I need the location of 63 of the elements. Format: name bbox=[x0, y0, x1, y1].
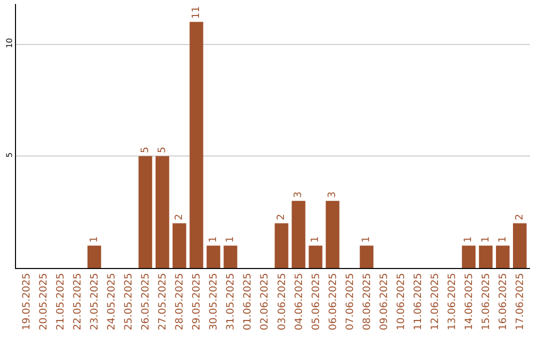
data-label: 1 bbox=[463, 236, 474, 243]
bar bbox=[206, 246, 220, 268]
x-tick-label: 31.05.2025 bbox=[226, 273, 237, 330]
y-tick-label: 10 bbox=[4, 38, 14, 48]
x-tick-label: 07.06.2025 bbox=[344, 273, 356, 330]
bar bbox=[478, 246, 493, 268]
x-tick-label: 21.05.2025 bbox=[56, 273, 66, 330]
x-tick-label: 29.05.2025 bbox=[192, 273, 203, 330]
data-label: 2 bbox=[174, 214, 185, 220]
data-label: 1 bbox=[497, 236, 508, 243]
bar bbox=[224, 246, 238, 268]
x-tick-label: 16.06.2025 bbox=[498, 273, 510, 330]
x-tick-label: 26.05.2025 bbox=[140, 273, 152, 330]
x-tick-label: 06.06.2025 bbox=[328, 273, 339, 330]
x-tick-label: 17.06.2025 bbox=[515, 273, 526, 330]
x-tick-label: 30.05.2025 bbox=[208, 273, 220, 330]
x-tick-label: 08.06.2025 bbox=[362, 273, 373, 330]
data-label: 1 bbox=[310, 236, 322, 243]
bar bbox=[360, 246, 374, 268]
bar bbox=[462, 246, 476, 268]
x-tick-label: 13.06.2025 bbox=[446, 273, 458, 330]
x-tick-label: 11.06.2025 bbox=[412, 273, 424, 330]
bar bbox=[156, 156, 170, 268]
data-label: 2 bbox=[514, 214, 526, 220]
x-tick-label: 24.05.2025 bbox=[106, 273, 118, 330]
x-tick-label: 20.05.2025 bbox=[38, 273, 50, 330]
data-label: 1 bbox=[480, 236, 492, 243]
bar bbox=[87, 246, 102, 268]
data-label: 1 bbox=[88, 236, 100, 243]
data-label: 5 bbox=[140, 146, 151, 154]
x-tick-label: 09.06.2025 bbox=[378, 273, 390, 330]
x-tick-label: 05.06.2025 bbox=[310, 273, 322, 330]
x-tick-label: 23.05.2025 bbox=[90, 273, 101, 330]
x-tick-label: 03.06.2025 bbox=[276, 273, 288, 330]
bar bbox=[172, 223, 186, 268]
data-label: 1 bbox=[208, 236, 219, 243]
bar bbox=[190, 22, 204, 268]
x-tick-label: 25.05.2025 bbox=[124, 273, 135, 330]
data-label: 5 bbox=[156, 146, 168, 154]
x-tick-label: 12.06.2025 bbox=[430, 273, 441, 330]
x-tick-label: 28.05.2025 bbox=[174, 273, 186, 330]
bar bbox=[292, 200, 306, 268]
data-label: 1 bbox=[224, 236, 236, 243]
x-tick-label: 14.06.2025 bbox=[464, 273, 475, 330]
bar bbox=[326, 200, 340, 268]
data-label: 3 bbox=[327, 192, 338, 198]
bar bbox=[274, 223, 288, 268]
x-tick-label: 22.05.2025 bbox=[72, 273, 84, 330]
bar bbox=[496, 246, 510, 268]
bar bbox=[512, 223, 527, 268]
x-tick-label: 15.06.2025 bbox=[481, 273, 492, 330]
data-label: 1 bbox=[361, 236, 372, 243]
data-label: 2 bbox=[276, 214, 288, 220]
x-tick-label: 10.06.2025 bbox=[396, 273, 407, 330]
x-tick-label: 19.05.2025 bbox=[21, 273, 32, 330]
x-tick-label: 01.06.2025 bbox=[242, 273, 254, 330]
bar bbox=[308, 246, 322, 268]
x-tick-label: 04.06.2025 bbox=[294, 273, 305, 330]
data-label: 11 bbox=[190, 6, 202, 19]
data-label: 3 bbox=[293, 192, 304, 198]
x-tick-label: 27.05.2025 bbox=[158, 273, 169, 330]
bar bbox=[138, 156, 152, 268]
x-tick-label: 02.06.2025 bbox=[260, 273, 271, 330]
